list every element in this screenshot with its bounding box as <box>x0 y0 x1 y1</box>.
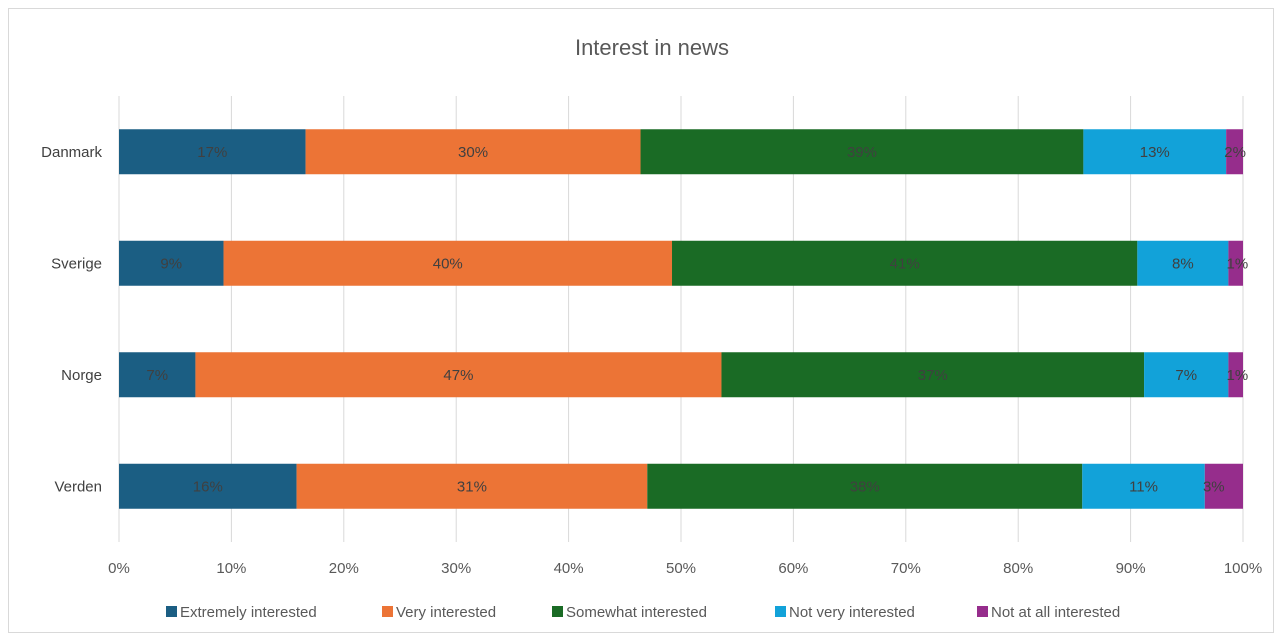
x-tick-label: 0% <box>108 560 130 577</box>
bar-segment-not-very-interested <box>1137 240 1229 286</box>
x-tick-label: 70% <box>891 560 921 577</box>
bar-segment-not-very-interested <box>1083 129 1227 175</box>
data-label: 47% <box>443 367 473 384</box>
x-axis-ticks: 0% 10% 20% 30% 40% 50% 60% 70% 80% 90% 100% <box>108 560 1262 577</box>
data-label: 9% <box>160 255 182 272</box>
x-tick-label: 60% <box>778 560 808 577</box>
data-label: 7% <box>146 367 168 384</box>
legend-swatch-somewhat-interested <box>552 606 563 617</box>
bar-segment-not-at-all-interested <box>1228 240 1243 286</box>
data-label: 3% <box>1203 478 1225 495</box>
bar-segment-very-interested <box>223 240 673 286</box>
legend-swatch-not-at-all-interested <box>977 606 988 617</box>
legend-swatch-very-interested <box>382 606 393 617</box>
data-label: 8% <box>1172 255 1194 272</box>
legend-label: Extremely interested <box>180 604 317 621</box>
x-tick-label: 90% <box>1116 560 1146 577</box>
chart-area <box>8 8 1274 633</box>
bar-segment-extremely-interested <box>119 352 196 398</box>
legend-swatch-not-very-interested <box>775 606 786 617</box>
x-tick-label: 40% <box>554 560 584 577</box>
category-label: Danmark <box>41 144 102 161</box>
data-label: 11% <box>1129 478 1158 495</box>
category-label: Sverige <box>51 255 102 272</box>
data-label: 13% <box>1140 144 1170 161</box>
x-tick-label: 80% <box>1003 560 1033 577</box>
chart-title: Interest in news <box>575 35 729 60</box>
bar-segment-extremely-interested <box>119 463 297 509</box>
data-label: 31% <box>457 478 487 495</box>
bar-segment-not-very-interested <box>1082 463 1205 509</box>
data-label: 30% <box>458 144 488 161</box>
data-label: 40% <box>433 255 463 272</box>
bar-segment-not-at-all-interested <box>1204 463 1243 509</box>
bar-segment-not-at-all-interested <box>1226 129 1243 175</box>
x-tick-label: 10% <box>216 560 246 577</box>
data-label: 1% <box>1227 255 1249 272</box>
data-label: 41% <box>890 255 920 272</box>
data-label: 37% <box>918 367 948 384</box>
bar-segment-not-at-all-interested <box>1228 352 1243 398</box>
data-label: 7% <box>1175 367 1197 384</box>
bar-segment-somewhat-interested <box>640 129 1084 175</box>
category-labels: Danmark Sverige Norge Verden <box>41 144 102 496</box>
bar-segment-extremely-interested <box>119 240 224 286</box>
bar-segment-very-interested <box>195 352 722 398</box>
bars: 17% 30% 39% 13% 2% 9% 40% 41% 8% 1% 7% 47% 37% 7% 1% 16… <box>119 129 1248 509</box>
legend-swatch-extremely-interested <box>166 606 177 617</box>
bar-segment-somewhat-interested <box>647 463 1083 509</box>
legend-label: Not at all interested <box>991 604 1120 621</box>
category-label: Verden <box>54 478 102 495</box>
bar-segment-extremely-interested <box>119 129 306 175</box>
category-label: Norge <box>61 367 102 384</box>
bar-segment-very-interested <box>296 463 648 509</box>
x-tick-label: 20% <box>329 560 359 577</box>
bar-segment-somewhat-interested <box>721 352 1145 398</box>
bar-segment-somewhat-interested <box>672 240 1138 286</box>
data-label: 39% <box>847 144 877 161</box>
x-tick-label: 50% <box>666 560 696 577</box>
x-tick-label: 100% <box>1224 560 1262 577</box>
data-label: 38% <box>850 478 880 495</box>
data-label: 17% <box>197 144 227 161</box>
bar-segment-not-very-interested <box>1144 352 1229 398</box>
legend-label: Very interested <box>396 604 496 621</box>
data-label: 1% <box>1227 367 1249 384</box>
x-tick-label: 30% <box>441 560 471 577</box>
legend-label: Not very interested <box>789 604 915 621</box>
bar-segment-very-interested <box>305 129 641 175</box>
legend-label: Somewhat interested <box>566 604 707 621</box>
legend: Extremely interested Very interested Somew… <box>166 604 1120 621</box>
data-label: 2% <box>1224 144 1246 161</box>
data-label: 16% <box>193 478 223 495</box>
